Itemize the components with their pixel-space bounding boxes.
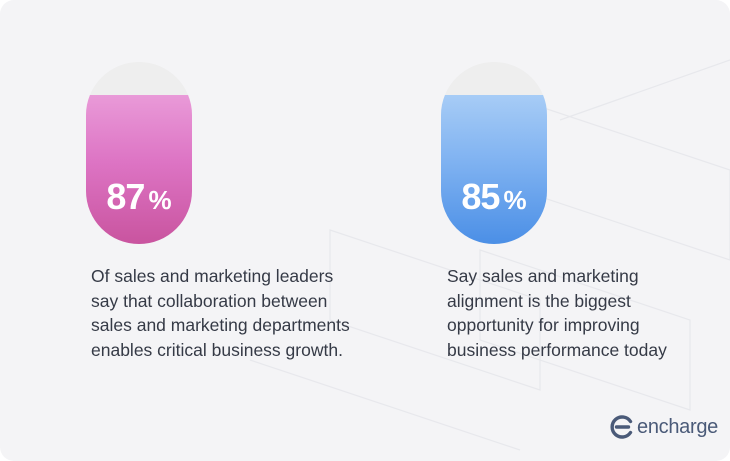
stat-2-value: 85% [441,176,547,218]
stat-2-number: 85 [461,176,500,217]
stat-1-percent: % [148,185,172,215]
stat-pill-2: 85% [441,62,547,244]
stat-pill-1: 87% [86,62,192,244]
brand-name: encharge [637,415,718,438]
stat-2-percent: % [503,185,527,215]
stat-pill-1-fill [86,94,192,244]
stat-2-description: Say sales and marketing alignment is the… [447,266,667,360]
stat-1-description: Of sales and marketing leaders say that … [91,266,350,360]
encharge-logo-icon [610,415,633,439]
encharge-logo: encharge [609,414,718,440]
stat-pill-2-fill [441,94,547,244]
stat-1-number: 87 [106,176,145,217]
stat-1-value: 87% [86,176,192,218]
